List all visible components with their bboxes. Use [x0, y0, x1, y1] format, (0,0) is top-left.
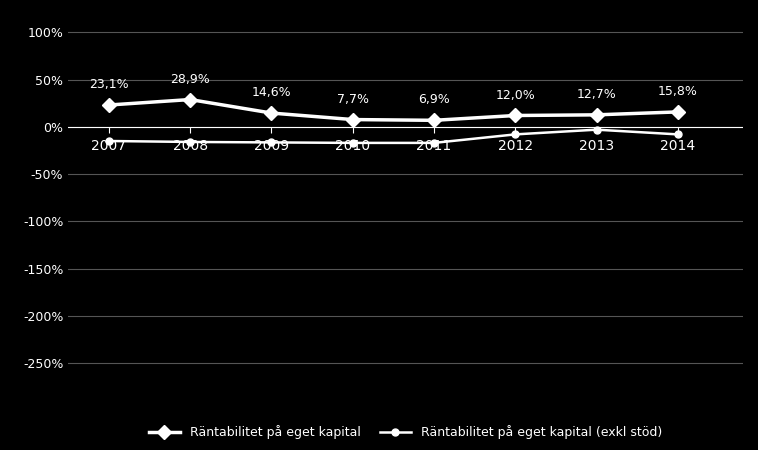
Text: 23,1%: 23,1% [89, 78, 129, 91]
Text: 7,7%: 7,7% [337, 93, 368, 106]
Text: 14,6%: 14,6% [252, 86, 291, 99]
Text: 6,9%: 6,9% [418, 94, 449, 107]
Text: 12,0%: 12,0% [496, 89, 535, 102]
Legend: Räntabilitet på eget kapital, Räntabilitet på eget kapital (exkl stöd): Räntabilitet på eget kapital, Räntabilit… [149, 426, 662, 440]
Text: 15,8%: 15,8% [658, 85, 698, 98]
Text: 28,9%: 28,9% [171, 72, 210, 86]
Text: 12,7%: 12,7% [577, 88, 616, 101]
